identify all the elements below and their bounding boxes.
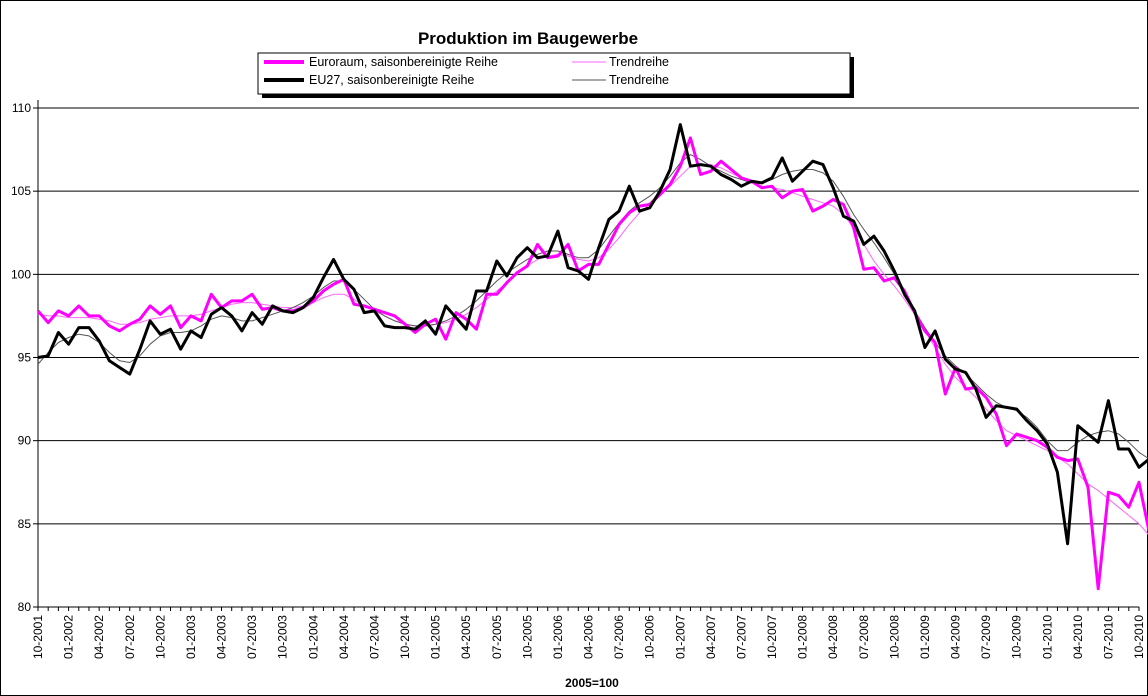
series-line-1 <box>37 164 1148 535</box>
y-tick-label: 110 <box>12 101 31 115</box>
x-tick-label: 07-2008 <box>857 615 871 659</box>
x-tick-label: 01-2004 <box>306 615 320 659</box>
legend-label-euroraum: Euroraum, saisonbereinigte Reihe <box>309 55 498 69</box>
x-tick-label: 07-2007 <box>734 615 748 659</box>
x-axis-label: 2005=100 <box>565 676 619 690</box>
x-axis-ticks: 10-2001 01-2002 04-2002 07-2002 10-2002 01-20… <box>31 607 1146 659</box>
x-tick-label: 01-2002 <box>62 615 76 659</box>
x-tick-label: 01-2007 <box>673 615 687 659</box>
y-tick-label: 105 <box>11 184 31 198</box>
x-tick-label: 10-2005 <box>520 615 534 659</box>
y-tick-label: 85 <box>18 517 32 531</box>
x-tick-label: 07-2004 <box>367 615 381 659</box>
gridlines <box>38 107 1139 525</box>
y-tick-label: 90 <box>18 434 32 448</box>
legend: Euroraum, saisonbereinigte Reihe Trendre… <box>257 52 854 98</box>
x-tick-label: 01-2003 <box>184 615 198 659</box>
x-tick-label: 04-2008 <box>826 615 840 659</box>
legend-label-eu27-trend: Trendreihe <box>609 73 669 87</box>
x-tick-label: 04-2003 <box>215 615 229 659</box>
series-line-2 <box>37 123 1148 546</box>
x-tick-label: 07-2002 <box>123 615 137 659</box>
x-tick-label: 10-2004 <box>398 615 412 659</box>
x-tick-label: 01-2008 <box>796 615 810 659</box>
x-tick-label: 10-2006 <box>643 615 657 659</box>
legend-label-euroraum-trend: Trendreihe <box>609 55 669 69</box>
x-tick-label: 10-2009 <box>1010 615 1024 659</box>
x-tick-label: 04-2002 <box>92 615 106 659</box>
x-tick-label: 10-2001 <box>31 615 45 659</box>
x-tick-label: 01-2009 <box>918 615 932 659</box>
y-tick-label: 95 <box>18 351 32 365</box>
series-lines <box>36 123 1148 591</box>
x-tick-label: 04-2007 <box>704 615 718 659</box>
x-tick-label: 10-2007 <box>765 615 779 659</box>
x-tick-label: 01-2010 <box>1040 615 1054 659</box>
x-tick-label: 07-2005 <box>490 615 504 659</box>
x-tick-label: 04-2004 <box>337 615 351 659</box>
x-tick-label: 07-2009 <box>979 615 993 659</box>
x-tick-label: 01-2006 <box>551 615 565 659</box>
x-tick-label: 04-2005 <box>459 615 473 659</box>
legend-label-eu27: EU27, saisonbereinigte Reihe <box>309 73 474 87</box>
y-axis-ticks: 80 85 90 95 100 105 110 <box>11 101 38 614</box>
x-tick-label: 10-2003 <box>276 615 290 659</box>
x-tick-label: 04-2009 <box>949 615 963 659</box>
x-tick-label: 04-2010 <box>1071 615 1085 659</box>
x-tick-label: 07-2010 <box>1101 615 1115 659</box>
x-tick-label: 07-2006 <box>612 615 626 659</box>
x-tick-label: 10-2010 <box>1132 615 1146 659</box>
legend-box <box>257 52 851 95</box>
x-tick-label: 04-2006 <box>582 615 596 659</box>
x-tick-label: 07-2003 <box>245 615 259 659</box>
series-line-0 <box>36 136 1148 591</box>
y-tick-label: 80 <box>18 600 32 614</box>
axes <box>37 100 1139 608</box>
x-tick-label: 10-2002 <box>153 615 167 659</box>
y-tick-label: 100 <box>11 267 31 281</box>
chart-title: Produktion im Baugewerbe <box>418 29 638 48</box>
x-tick-label: 01-2005 <box>429 615 443 659</box>
x-tick-label: 10-2008 <box>887 615 901 659</box>
